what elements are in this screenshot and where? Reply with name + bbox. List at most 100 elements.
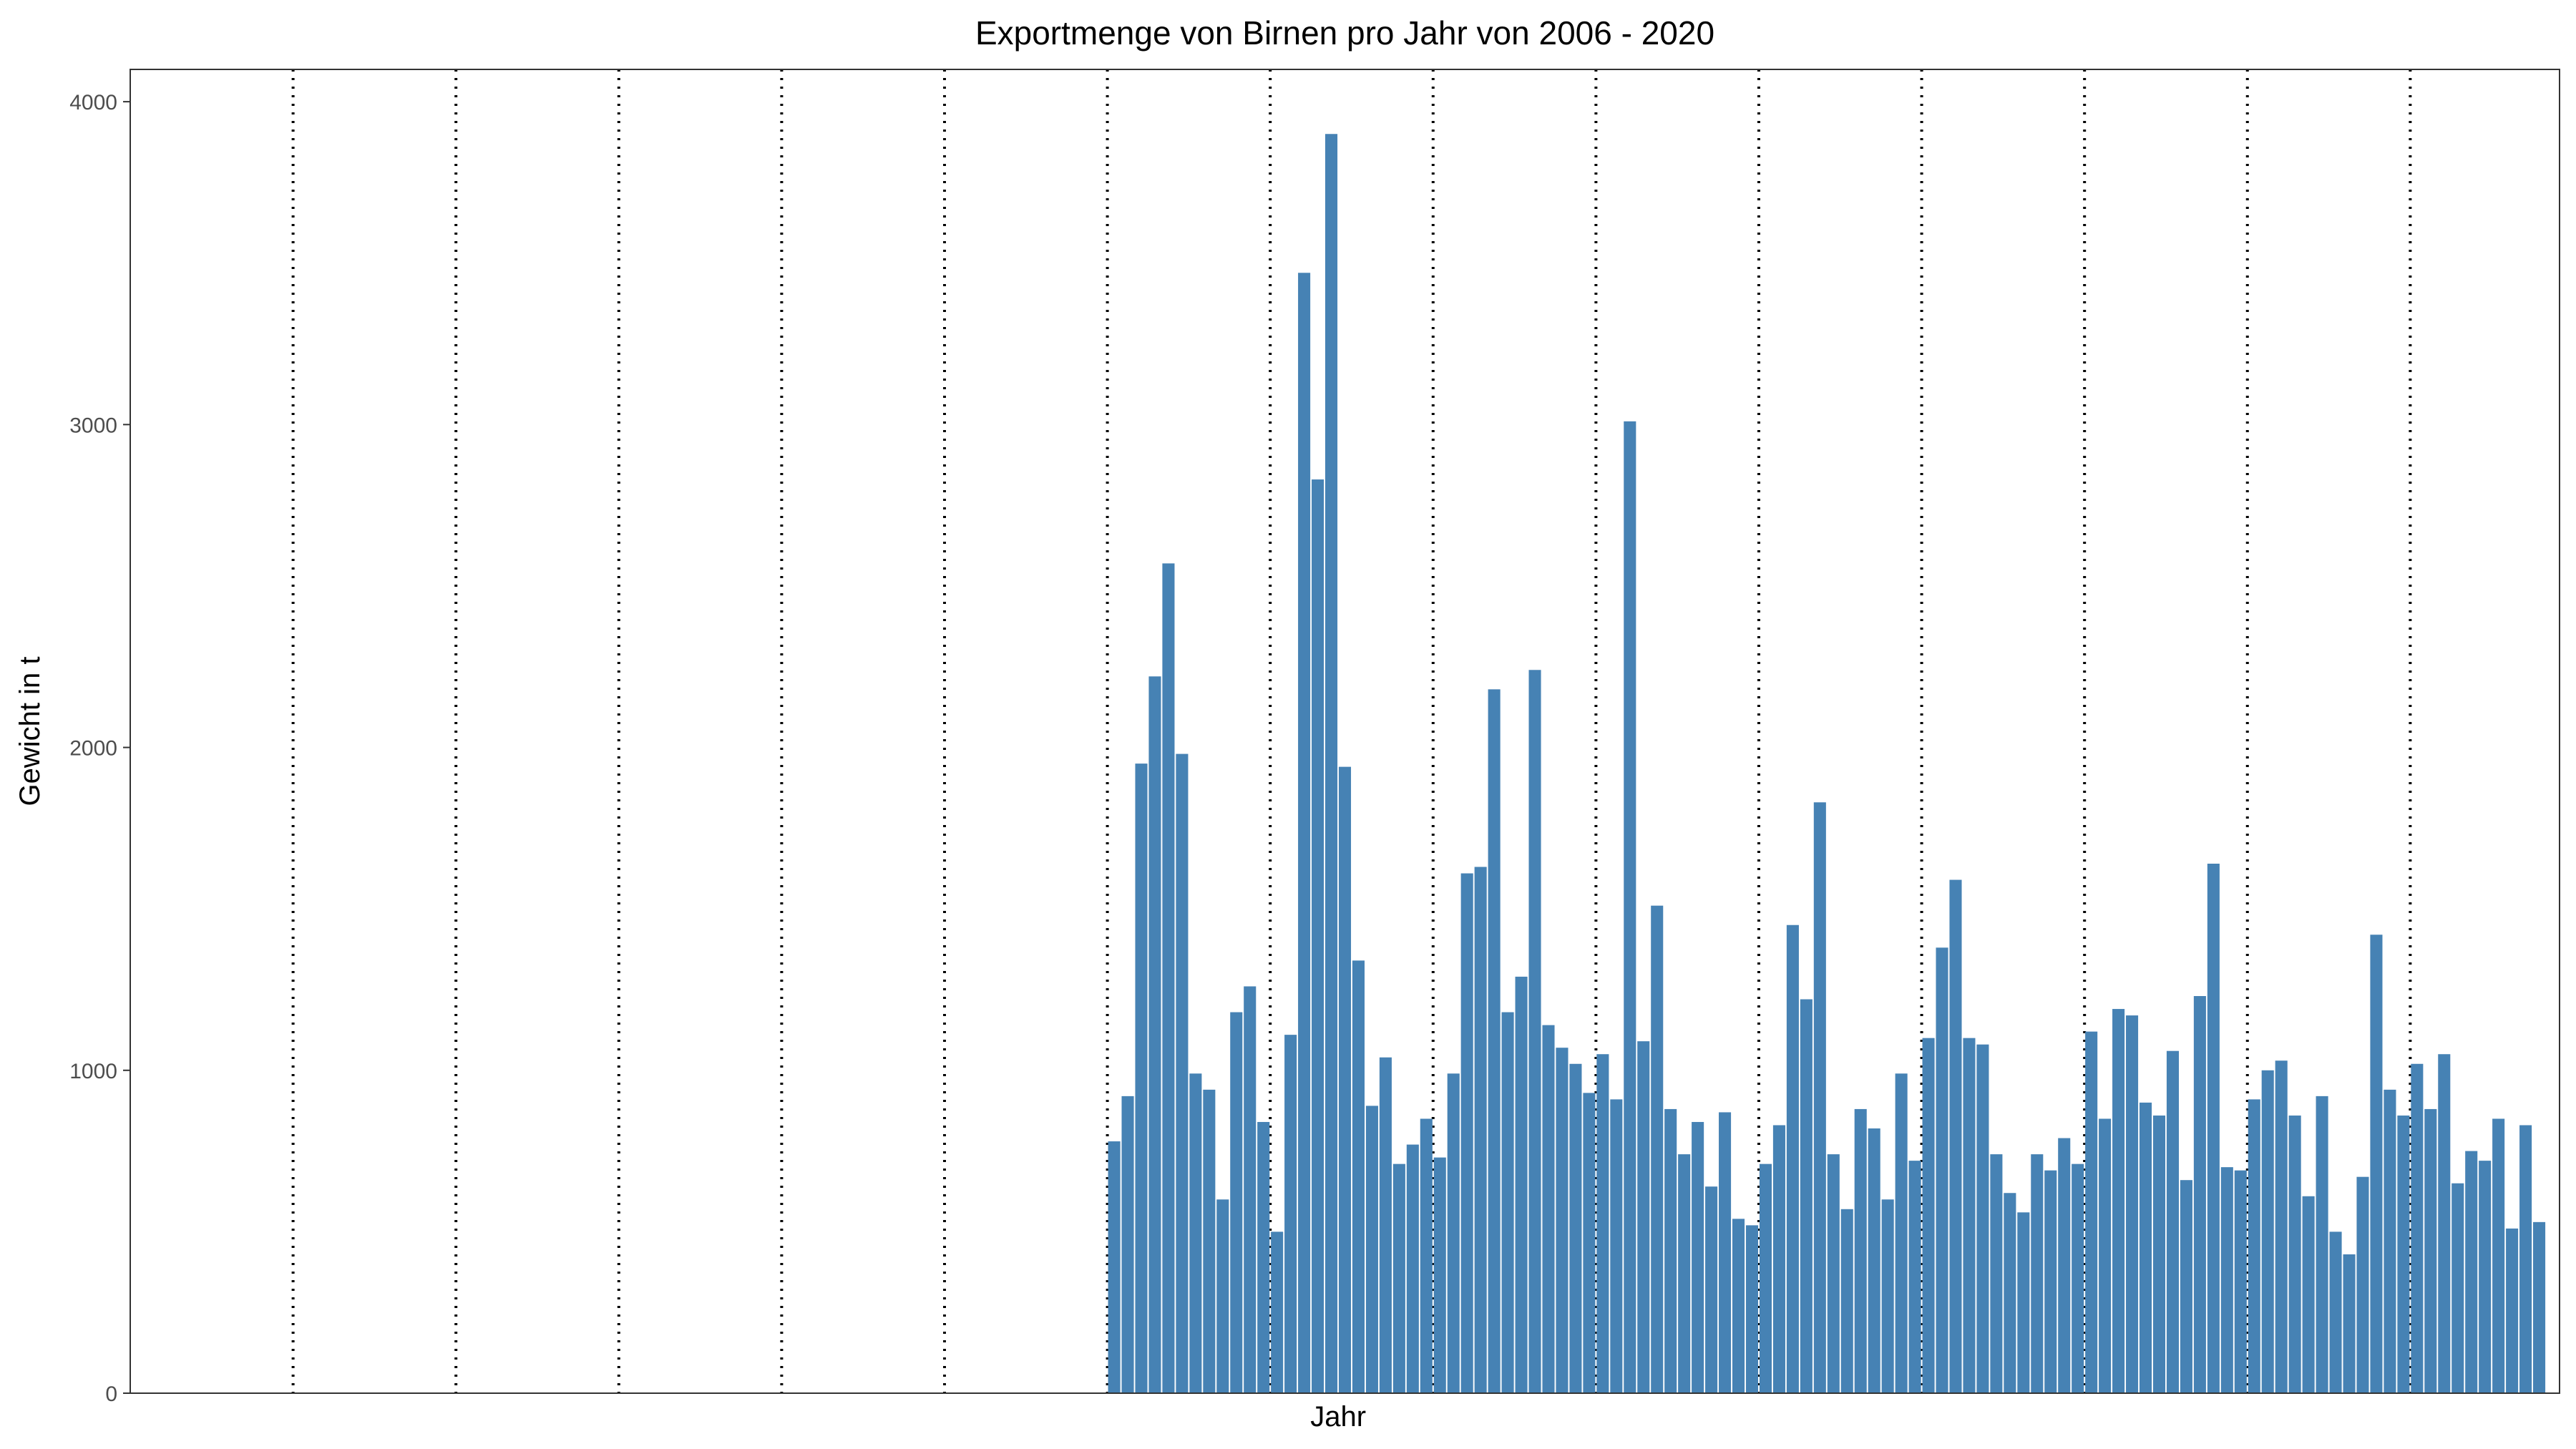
bar [1528, 670, 1541, 1393]
bar [2533, 1221, 2546, 1393]
bar [1827, 1154, 1840, 1393]
bar [2152, 1115, 2166, 1393]
bar [1624, 421, 1636, 1393]
bar [1908, 1161, 1921, 1393]
bar [1298, 273, 1311, 1393]
bar [1148, 676, 1161, 1393]
bar [2099, 1118, 2112, 1393]
bar [2275, 1060, 2288, 1393]
plot-panel-border [130, 69, 2560, 1394]
bar [1732, 1219, 1745, 1393]
bar [1488, 689, 1501, 1393]
bar [2411, 1063, 2424, 1393]
bar [2370, 935, 2383, 1393]
y-tick-label: 1000 [69, 1060, 117, 1083]
bar [2126, 1015, 2139, 1393]
bar [1854, 1108, 1867, 1393]
bar [2451, 1183, 2464, 1393]
bar [1922, 1038, 1935, 1393]
bar [1637, 1041, 1650, 1393]
bar [2465, 1151, 2478, 1393]
bar [2004, 1193, 2016, 1393]
bar [1556, 1048, 1568, 1393]
grid-layer [291, 69, 2412, 1393]
bar [2479, 1161, 2492, 1393]
bar [1501, 1012, 1514, 1393]
bar [1352, 960, 1365, 1393]
bar [2072, 1163, 2084, 1393]
bar [2506, 1228, 2519, 1393]
bar [2085, 1031, 2098, 1393]
bar [2044, 1170, 2057, 1393]
bar [2492, 1118, 2505, 1393]
bar [1786, 924, 1799, 1393]
bar [1474, 867, 1487, 1393]
bar [1379, 1057, 1392, 1393]
bar [1121, 1096, 1134, 1393]
bar [2207, 864, 2220, 1393]
bar [1135, 763, 1148, 1393]
bar [1881, 1199, 1894, 1393]
bar [1963, 1038, 1976, 1393]
bar [1936, 947, 1948, 1393]
bar [2058, 1138, 2071, 1393]
bar [2220, 1167, 2233, 1393]
bar [2343, 1254, 2356, 1393]
y-tick-label: 4000 [69, 91, 117, 114]
bar [2302, 1196, 2315, 1393]
bar [2112, 1009, 2125, 1393]
chart-title: Exportmenge von Birnen pro Jahr von 2006… [975, 14, 1714, 52]
bar [2384, 1089, 2396, 1393]
bar [1420, 1118, 1433, 1393]
bar [2017, 1212, 2030, 1393]
bar [2288, 1115, 2301, 1393]
bar [1664, 1108, 1677, 1393]
bar [1651, 905, 1664, 1393]
bar [1365, 1106, 1378, 1393]
bar [1216, 1199, 1229, 1393]
bar [1990, 1154, 2003, 1393]
bar [1840, 1209, 1853, 1393]
bar [2397, 1115, 2410, 1393]
bar [1271, 1231, 1284, 1393]
bar [2438, 1054, 2451, 1393]
bar [2193, 996, 2206, 1393]
bar [1813, 802, 1826, 1393]
bar [1108, 1141, 1121, 1393]
bar [1719, 1112, 1732, 1393]
bar [1406, 1144, 1419, 1393]
bar [1203, 1089, 1216, 1393]
y-tick-label: 3000 [69, 414, 117, 437]
bar [2329, 1231, 2342, 1393]
y-axis: 0 1000 2000 3000 4000 [69, 91, 130, 1406]
bar [2356, 1176, 2369, 1393]
bar [1433, 1157, 1446, 1393]
bar [1772, 1125, 1785, 1393]
bar [1244, 986, 1257, 1393]
bar [1162, 563, 1175, 1393]
bar [1868, 1128, 1880, 1393]
bar [1705, 1186, 1718, 1393]
bar [1460, 873, 1473, 1393]
bar [1447, 1073, 1460, 1393]
bar [2139, 1102, 2152, 1393]
bar [1569, 1063, 1582, 1393]
bar [2248, 1099, 2260, 1393]
bar [1800, 999, 1813, 1393]
bar [2166, 1050, 2179, 1393]
bar [2234, 1170, 2247, 1393]
y-axis-title: Gewicht in t [14, 657, 46, 806]
bar [1230, 1012, 1243, 1393]
bar [1338, 766, 1352, 1393]
bar [1596, 1054, 1609, 1393]
bar [1610, 1099, 1623, 1393]
bar [1176, 753, 1189, 1393]
bar [1759, 1163, 1772, 1393]
y-tick-label: 2000 [69, 737, 117, 761]
bar [1392, 1163, 1405, 1393]
bar [1257, 1121, 1270, 1393]
bar [2031, 1154, 2044, 1393]
bar [1692, 1121, 1704, 1393]
